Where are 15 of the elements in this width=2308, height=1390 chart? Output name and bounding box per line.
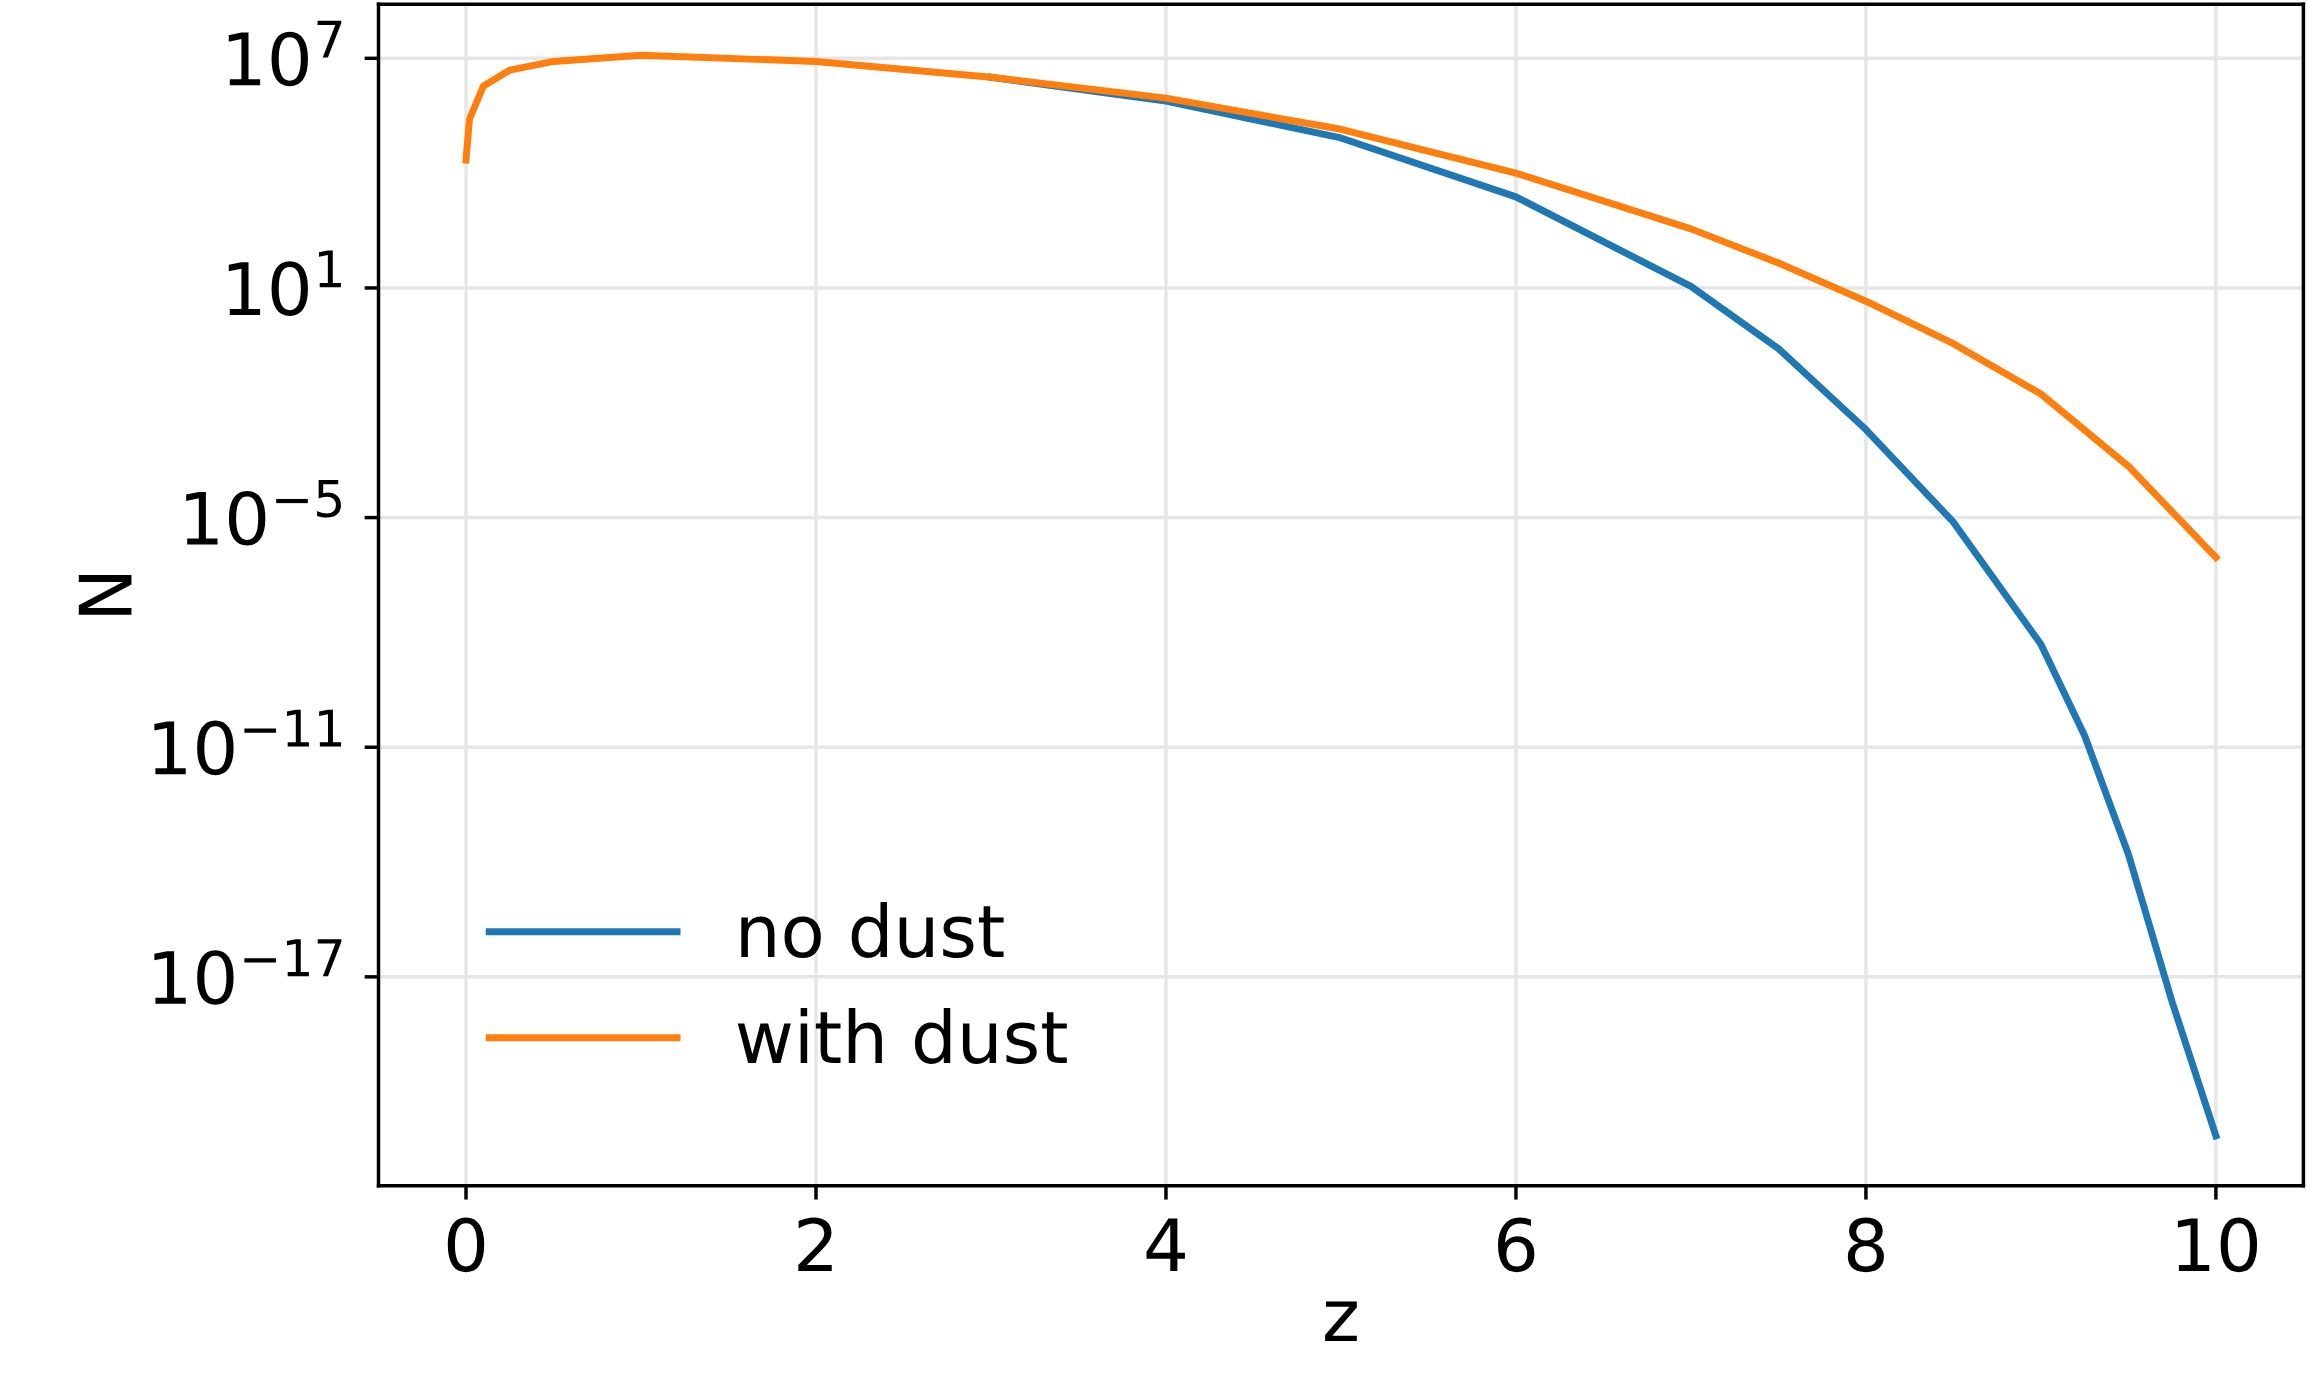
x-tick-label: 6 — [1498, 1217, 1535, 1273]
legend-label: with dust — [737, 1008, 1067, 1065]
x-tick-label: 10 — [2177, 1217, 2258, 1273]
x-tick-label: 0 — [447, 1217, 485, 1273]
y-tick-label: 10$^{1}$ — [228, 250, 341, 316]
y-tick-label: 10$^{7}$ — [228, 20, 342, 87]
x-tick-label: 8 — [1847, 1217, 1884, 1273]
x-axis-title: z — [1325, 1301, 1357, 1341]
y-tick-label: 10$^{−5}$ — [186, 480, 341, 546]
y-tick-label: 10$^{−17}$ — [154, 939, 342, 1005]
y-tick-label: 10$^{−11}$ — [154, 709, 342, 776]
x-tick-label: 2 — [798, 1217, 832, 1272]
y-axis-title: N — [78, 575, 132, 615]
legend-label: no dust — [741, 902, 1004, 958]
x-tick-label: 4 — [1146, 1218, 1185, 1272]
